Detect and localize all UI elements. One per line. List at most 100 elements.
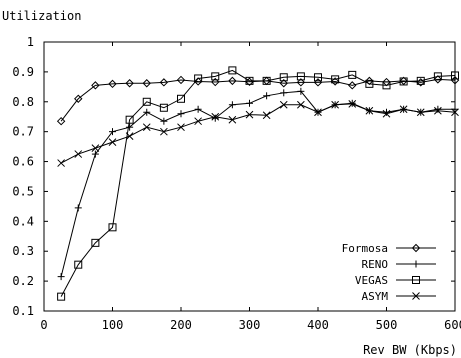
legend-marker-asym [412, 292, 420, 300]
y-tick-label: 0.6 [12, 155, 34, 169]
data-point-vegas [433, 72, 442, 81]
data-point-vegas [159, 103, 168, 112]
x-axis-label: Rev BW (Kbps) [363, 343, 457, 357]
data-point-vegas [331, 75, 340, 84]
data-point-asym [57, 159, 65, 167]
data-point-vegas [245, 76, 254, 85]
data-point-vegas [262, 76, 271, 85]
data-point-reno [228, 101, 236, 109]
legend-marker-formosa [411, 243, 421, 253]
data-point-asym [177, 123, 185, 132]
y-tick-label: 0.1 [12, 304, 34, 318]
data-point-formosa [125, 79, 134, 88]
series-line-reno [60, 90, 455, 277]
data-point-formosa [176, 75, 186, 85]
series-layer [56, 66, 460, 301]
data-point-asym [228, 115, 237, 124]
data-point-formosa [159, 78, 169, 87]
data-point-asym [314, 108, 322, 117]
data-point-formosa [228, 76, 237, 86]
data-point-reno [383, 108, 390, 116]
data-point-vegas [416, 76, 425, 85]
legend-label-reno: RENO [362, 258, 389, 271]
y-tick-label: 1 [27, 35, 34, 49]
data-point-formosa [330, 77, 340, 86]
data-point-asym [262, 111, 271, 120]
data-point-vegas [314, 73, 322, 82]
data-point-vegas [296, 72, 305, 81]
data-point-formosa [56, 116, 66, 126]
data-point-vegas [74, 260, 83, 269]
data-point-vegas [57, 292, 66, 301]
data-point-formosa [211, 77, 220, 87]
x-tick-label: 200 [170, 318, 192, 332]
legend-label-vegas: VEGAS [355, 274, 388, 287]
series-line-asym [60, 103, 456, 164]
series-line-vegas [60, 69, 456, 297]
x-tick-label: 100 [102, 318, 124, 332]
axis-ticks: 0 100 200 300 400 500 600 0.1 0.2 0.3 0.4 0.5 0.6 0.7… [12, 35, 461, 332]
data-point-reno [297, 87, 305, 95]
data-point-formosa [296, 78, 306, 87]
y-axis-label: Utilization [2, 9, 81, 23]
data-point-reno [211, 114, 219, 122]
legend-marker-reno [412, 260, 420, 268]
data-point-reno [177, 110, 185, 118]
data-point-asym [416, 108, 425, 117]
plot-frame [43, 41, 456, 312]
data-point-asym [434, 106, 442, 115]
data-point-reno [143, 108, 151, 116]
y-tick-label: 0.3 [12, 244, 34, 258]
x-tick-label: 500 [376, 318, 398, 332]
data-point-vegas [211, 72, 220, 81]
data-point-vegas [382, 81, 391, 90]
data-point-formosa [279, 79, 288, 88]
y-tick-label: 0.4 [12, 214, 34, 228]
y-tick-label: 0.2 [12, 274, 34, 288]
data-point-vegas [365, 79, 374, 88]
data-point-asym [331, 100, 339, 109]
data-point-vegas [451, 71, 459, 80]
data-point-asym [91, 144, 100, 152]
data-point-reno [57, 273, 65, 281]
data-point-vegas [142, 97, 151, 106]
data-point-formosa [91, 81, 100, 90]
y-tick-label: 0.7 [12, 125, 34, 139]
data-point-asym [211, 112, 220, 121]
data-point-vegas [399, 77, 408, 86]
data-point-vegas [125, 115, 134, 124]
data-point-formosa [74, 94, 83, 103]
data-point-asym [142, 123, 151, 132]
data-point-vegas [108, 223, 117, 232]
data-point-formosa [193, 77, 203, 86]
x-tick-label: 0 [40, 318, 47, 332]
legend: Formosa RENO VEGAS ASYM [342, 242, 436, 303]
data-point-asym [279, 100, 288, 109]
data-point-formosa [365, 76, 374, 86]
data-point-asym [399, 105, 408, 114]
y-tick-label: 0.5 [12, 184, 34, 198]
data-point-reno [160, 117, 168, 125]
x-tick-label: 300 [239, 318, 261, 332]
data-point-asym [194, 117, 202, 126]
data-point-formosa [399, 76, 408, 86]
data-point-asym [297, 100, 305, 109]
data-point-vegas [194, 74, 203, 83]
data-point-asym [451, 108, 459, 117]
data-point-asym [74, 150, 83, 158]
data-point-formosa [142, 79, 151, 88]
data-point-asym [125, 132, 134, 141]
data-point-vegas [228, 66, 237, 75]
data-point-reno [434, 105, 442, 113]
data-point-asym [365, 106, 374, 115]
data-point-vegas [91, 238, 100, 247]
data-point-asym [108, 138, 117, 146]
data-point-formosa [108, 79, 117, 89]
data-point-reno [91, 150, 99, 158]
data-point-formosa [348, 81, 357, 90]
y-tick-label: 0.9 [12, 65, 34, 79]
x-tick-label: 600 [444, 318, 461, 332]
data-point-reno [74, 204, 82, 212]
x-tick-label: 400 [307, 318, 329, 332]
